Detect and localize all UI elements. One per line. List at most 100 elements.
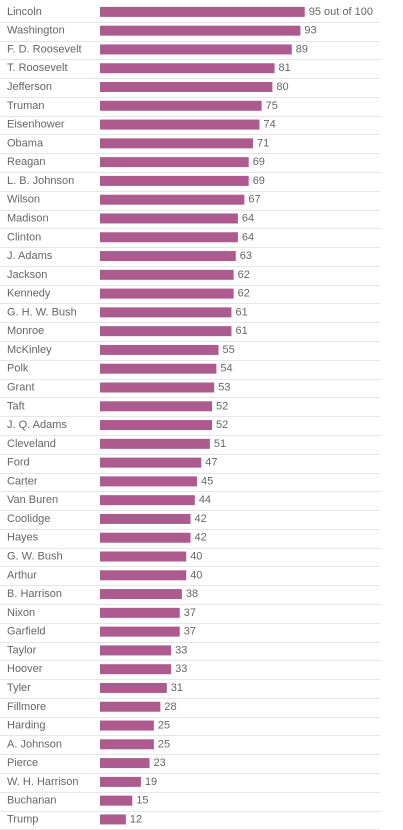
value-label: 63: [240, 250, 252, 262]
bar: [100, 589, 182, 600]
category-label: Fillmore: [7, 701, 46, 713]
bar: [100, 307, 232, 318]
category-label: Madison: [7, 212, 49, 224]
bar: [100, 495, 195, 506]
bar: [100, 382, 215, 393]
bar: [100, 401, 213, 412]
category-label: Obama: [7, 137, 44, 149]
value-label: 45: [201, 475, 213, 487]
bar: [100, 682, 167, 693]
bar: [100, 119, 260, 130]
category-label: Taft: [7, 400, 25, 412]
category-label: Lincoln: [7, 6, 42, 18]
value-label: 75: [266, 100, 278, 112]
bar: [100, 739, 154, 750]
bars: [100, 6, 305, 825]
category-label: Hoover: [7, 663, 43, 675]
bar: [100, 776, 141, 787]
value-label: 44: [199, 494, 211, 506]
value-label: 52: [216, 419, 228, 431]
category-label: Arthur: [7, 569, 37, 581]
bar: [100, 269, 234, 280]
bar: [100, 213, 238, 224]
value-label: 28: [164, 701, 176, 713]
value-label: 25: [158, 738, 170, 750]
bar: [100, 138, 254, 149]
category-label: Grant: [7, 381, 35, 393]
category-label: Cleveland: [7, 438, 56, 450]
category-label: Tyler: [7, 682, 31, 694]
bar: [100, 607, 180, 618]
category-label: Jackson: [7, 269, 47, 281]
value-label: 12: [130, 813, 142, 825]
bar: [100, 63, 275, 74]
category-label: A. Johnson: [7, 738, 62, 750]
category-label: Clinton: [7, 231, 41, 243]
category-label: G. H. W. Bush: [7, 306, 77, 318]
bar: [100, 194, 245, 205]
value-labels: 95 out of 100 93 89 81 80 75 74 71 69 69 67 64 64 63 6…: [130, 6, 373, 826]
value-label: 40: [190, 551, 202, 563]
category-label: Wilson: [7, 194, 40, 206]
bar: [100, 532, 191, 543]
value-label: 47: [205, 457, 217, 469]
category-label: L. B. Johnson: [7, 175, 74, 187]
value-label: 61: [235, 325, 247, 337]
value-label: 54: [220, 363, 232, 375]
value-label: 40: [190, 569, 202, 581]
bar: [100, 251, 236, 262]
bar: [100, 626, 180, 637]
value-label: 51: [214, 438, 226, 450]
category-label: Jefferson: [7, 81, 52, 93]
bar: [100, 344, 219, 355]
category-label: Pierce: [7, 757, 38, 769]
category-label: Truman: [7, 100, 45, 112]
value-label: 37: [184, 607, 196, 619]
value-label: 38: [186, 588, 198, 600]
category-label: Polk: [7, 363, 29, 375]
category-label: McKinley: [7, 344, 52, 356]
value-label: 52: [216, 400, 228, 412]
value-label: 25: [158, 720, 170, 732]
bar: [100, 100, 262, 111]
category-label: J. Q. Adams: [7, 419, 67, 431]
category-label: Harding: [7, 720, 46, 732]
category-label: T. Roosevelt: [7, 62, 68, 74]
bar: [100, 457, 202, 468]
value-label: 42: [195, 532, 207, 544]
bar: [100, 645, 172, 656]
category-label: Kennedy: [7, 288, 51, 300]
bar: [100, 232, 238, 243]
value-label: 62: [238, 288, 250, 300]
category-label: Monroe: [7, 325, 44, 337]
bar: [100, 795, 133, 806]
value-label: 62: [238, 269, 250, 281]
value-label: 15: [136, 795, 148, 807]
bar: [100, 175, 249, 186]
category-label: J. Adams: [7, 250, 53, 262]
value-label: 53: [218, 381, 230, 393]
category-label: Garfield: [7, 626, 46, 638]
category-label: F. D. Roosevelt: [7, 43, 82, 55]
value-label: 42: [195, 513, 207, 525]
bar: [100, 551, 187, 562]
bar: [100, 157, 249, 168]
row-rules: [0, 22, 380, 830]
bar: [100, 288, 234, 299]
value-label: 93: [304, 25, 316, 37]
value-label: 64: [242, 212, 254, 224]
value-label: 71: [257, 137, 269, 149]
bar: [100, 476, 197, 487]
bar: [100, 758, 150, 769]
bar: [100, 814, 126, 825]
bar: [100, 570, 187, 581]
bar: [100, 363, 217, 374]
bar: [100, 701, 161, 712]
category-label: Carter: [7, 475, 38, 487]
value-label: 33: [175, 663, 187, 675]
value-label: 80: [276, 81, 288, 93]
value-label: 55: [223, 344, 235, 356]
category-label: G. W. Bush: [7, 551, 63, 563]
bar: [100, 720, 154, 731]
